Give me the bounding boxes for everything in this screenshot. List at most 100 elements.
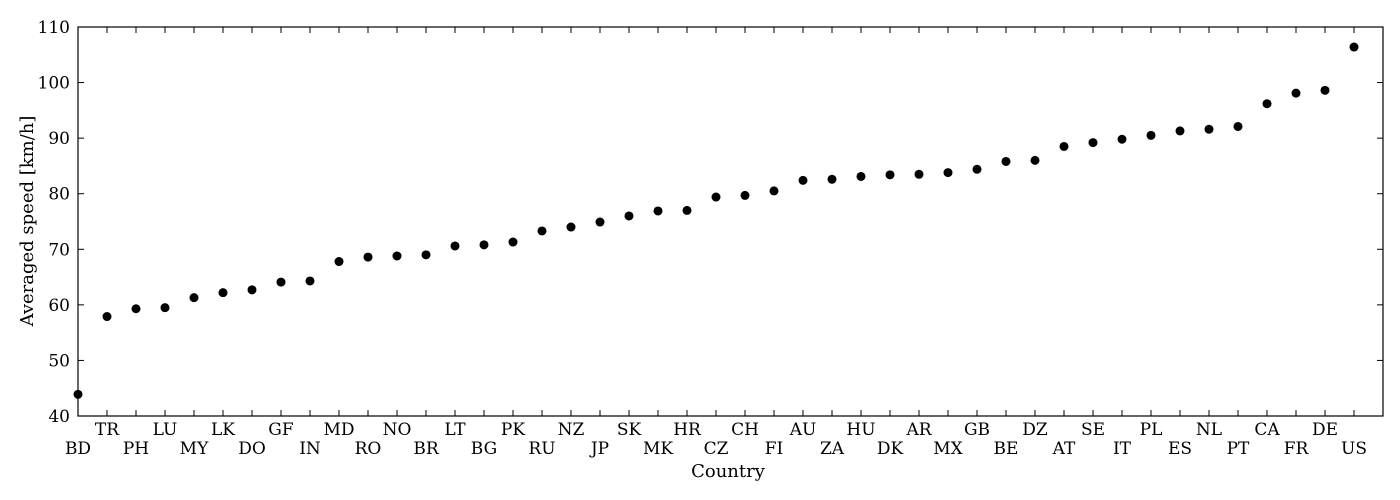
data-point: [856, 171, 866, 181]
data-point: [682, 205, 692, 215]
data-point: [1204, 124, 1214, 134]
data-point: [653, 206, 663, 216]
y-tick-label: 90: [48, 129, 70, 149]
data-point: [711, 192, 721, 202]
data-point: [479, 240, 489, 250]
data-point: [1320, 85, 1330, 95]
x-tick-label: DK: [877, 439, 904, 459]
data-point: [624, 211, 634, 221]
data-point: [1001, 156, 1011, 166]
data-point: [247, 285, 257, 295]
x-tick-label: MK: [643, 439, 673, 459]
data-point: [276, 277, 286, 287]
data-point: [131, 304, 141, 314]
data-point: [1291, 88, 1301, 98]
x-tick-label: PK: [501, 420, 525, 440]
x-tick-label: JP: [589, 439, 609, 459]
data-point: [1088, 138, 1098, 148]
data-point: [1233, 121, 1243, 131]
x-tick-label: CA: [1254, 420, 1280, 440]
data-point: [1262, 99, 1272, 109]
data-point: [450, 241, 460, 251]
data-point: [334, 257, 344, 267]
x-tick-label: CZ: [704, 439, 729, 459]
data-point: [1030, 155, 1040, 165]
x-tick-label: BR: [413, 439, 439, 459]
y-tick-label: 40: [48, 407, 70, 427]
data-point: [1175, 126, 1185, 136]
data-point: [798, 175, 808, 185]
x-tick-label: IN: [299, 439, 321, 459]
x-tick-label: MX: [933, 439, 963, 459]
y-tick-label: 100: [38, 74, 70, 94]
data-point: [914, 169, 924, 179]
x-tick-label: RU: [528, 439, 555, 459]
x-tick-label: FI: [765, 439, 784, 459]
y-tick-label: 70: [48, 240, 70, 260]
x-tick-label: DZ: [1022, 420, 1048, 440]
x-tick-label: US: [1341, 439, 1367, 459]
data-point: [160, 303, 170, 313]
x-tick-label: AT: [1052, 439, 1076, 459]
x-tick-label: SE: [1081, 420, 1105, 440]
data-point: [740, 190, 750, 200]
data-point: [73, 389, 83, 399]
data-point: [421, 250, 431, 260]
y-tick-label: 50: [48, 351, 70, 371]
x-tick-label: NZ: [558, 420, 585, 440]
data-point: [972, 164, 982, 174]
x-tick-label: AR: [905, 420, 932, 440]
data-point: [1146, 130, 1156, 140]
x-tick-label: GB: [964, 420, 990, 440]
x-tick-label: GF: [268, 420, 294, 440]
data-point: [595, 217, 605, 227]
x-tick-label: RO: [355, 439, 382, 459]
x-tick-label: ZA: [820, 439, 845, 459]
x-tick-label: LT: [444, 420, 466, 440]
x-tick-label: PH: [123, 439, 149, 459]
x-tick-label: FR: [1284, 439, 1310, 459]
x-tick-label: MY: [180, 439, 209, 459]
data-point: [392, 251, 402, 261]
x-tick-label: LU: [153, 420, 178, 440]
x-tick-label: MD: [323, 420, 354, 440]
y-tick-label: 60: [48, 296, 70, 316]
x-tick-label: DE: [1312, 420, 1338, 440]
x-tick-label: TR: [95, 420, 120, 440]
data-point: [827, 174, 837, 184]
data-point: [769, 186, 779, 196]
y-axis-title: Averaged speed [km/h]: [17, 116, 38, 328]
x-tick-label: LK: [211, 420, 235, 440]
x-tick-label: PT: [1227, 439, 1250, 459]
data-point: [102, 312, 112, 322]
x-tick-label: SK: [617, 420, 642, 440]
data-points: [73, 42, 1359, 399]
data-point: [1117, 134, 1127, 144]
data-point: [508, 237, 518, 247]
y-tick-label: 110: [38, 18, 70, 38]
x-tick-label: NO: [383, 420, 412, 440]
data-point: [885, 170, 895, 180]
data-point: [566, 222, 576, 232]
x-tick-label: AU: [789, 420, 817, 440]
x-tick-label: CH: [731, 420, 759, 440]
x-tick-label: HR: [673, 420, 702, 440]
x-tick-label: NL: [1196, 420, 1222, 440]
data-point: [189, 293, 199, 303]
data-point: [305, 276, 315, 286]
x-tick-label: BE: [994, 439, 1019, 459]
x-axis-title: Country: [691, 461, 766, 482]
x-tick-label: DO: [238, 439, 266, 459]
data-point: [943, 168, 953, 178]
data-point: [218, 288, 228, 298]
data-point: [363, 252, 373, 262]
y-axis: 40 50 60 70 80 90 100 110: [38, 18, 1383, 427]
data-point: [1059, 141, 1069, 151]
x-tick-label: ES: [1168, 439, 1192, 459]
y-tick-label: 80: [48, 185, 70, 205]
x-tick-label: PL: [1140, 420, 1163, 440]
x-tick-label: HU: [846, 420, 875, 440]
data-point: [537, 226, 547, 236]
